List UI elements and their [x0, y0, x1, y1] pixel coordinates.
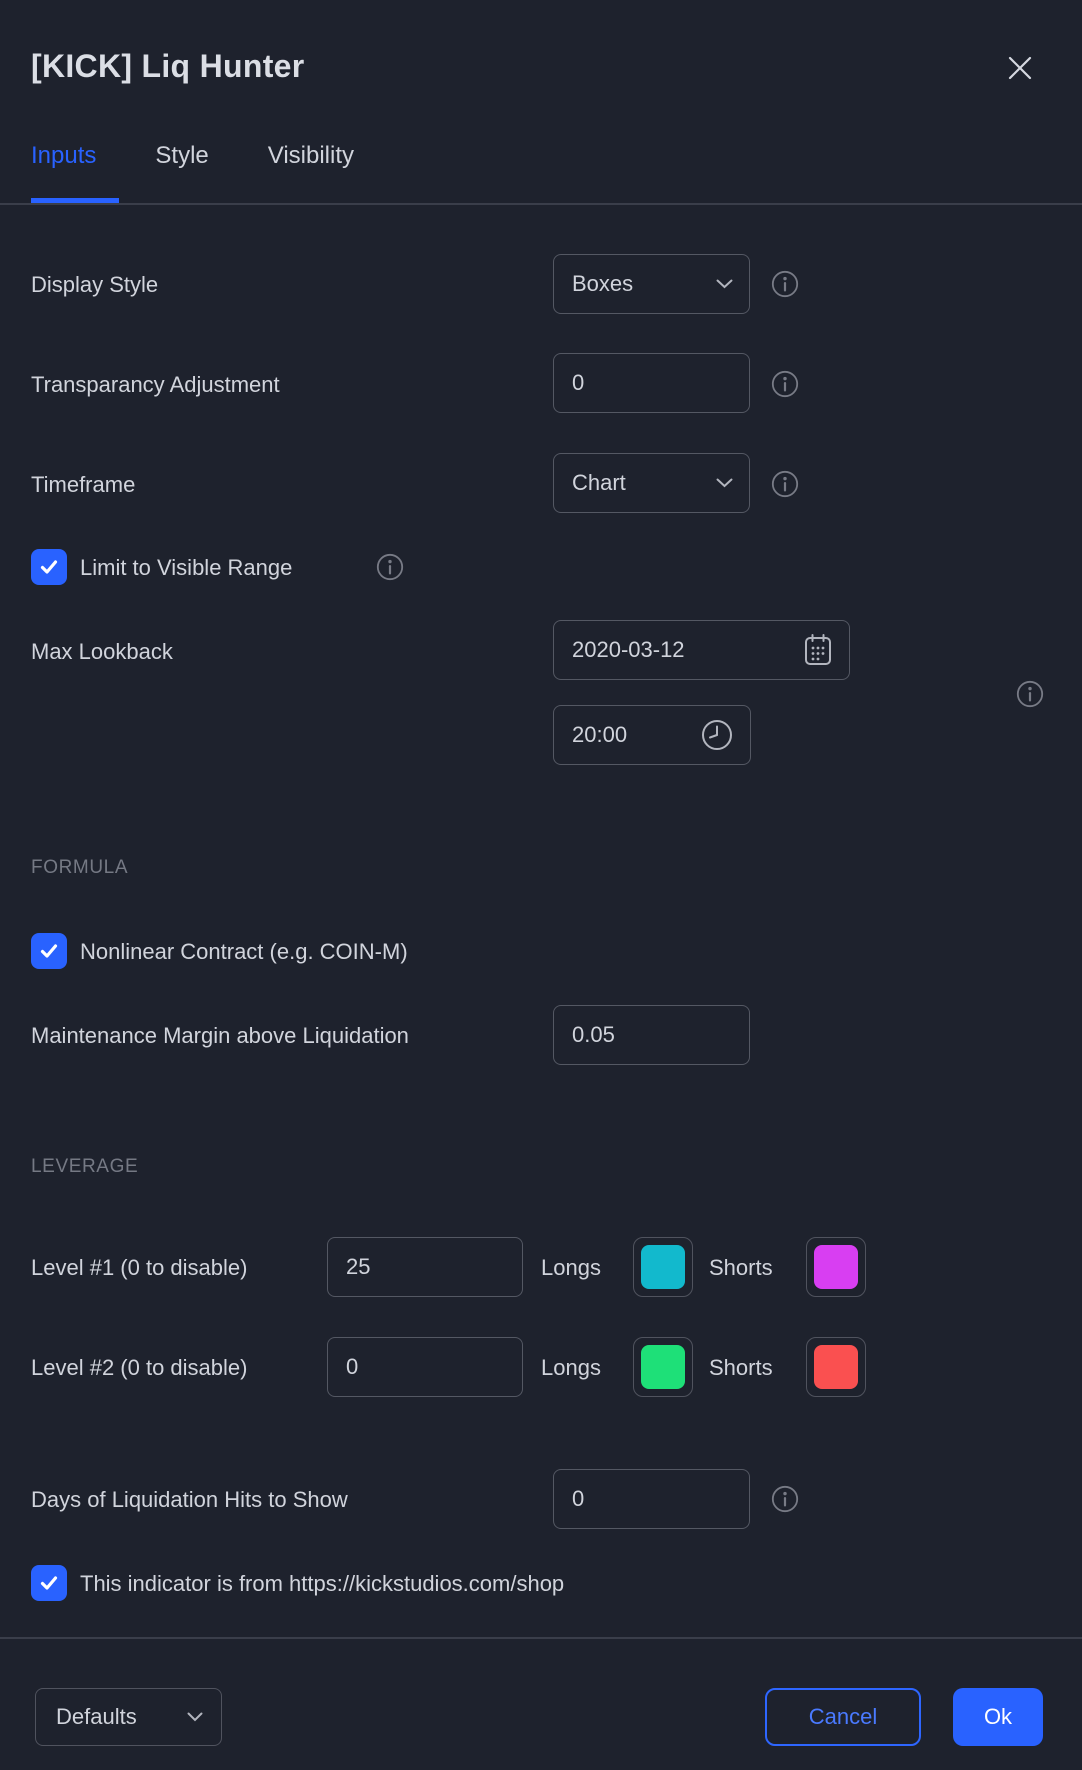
nonlinear-contract-checkbox[interactable]: [31, 933, 67, 969]
days-of-hits-label: Days of Liquidation Hits to Show: [31, 1487, 348, 1512]
days-of-hits-input-box: [553, 1469, 750, 1529]
timeframe-value: Chart: [572, 470, 626, 495]
promo-label: This indicator is from https://kickstudi…: [80, 1571, 565, 1596]
chevron-down-icon: [716, 279, 733, 289]
color-swatch-fill: [814, 1245, 858, 1289]
level2-shorts-color-swatch[interactable]: [806, 1337, 866, 1397]
cancel-button[interactable]: Cancel: [765, 1688, 921, 1746]
ok-button[interactable]: Ok: [953, 1688, 1043, 1746]
clock-icon[interactable]: [700, 718, 734, 752]
dialog-title: [KICK] Liq Hunter: [31, 48, 305, 84]
limit-visible-range-info-icon[interactable]: [376, 553, 404, 581]
display-style-dropdown[interactable]: Boxes: [553, 254, 750, 314]
calendar-icon[interactable]: [803, 633, 833, 667]
timeframe-dropdown[interactable]: Chart: [553, 453, 750, 513]
color-swatch-fill: [641, 1345, 685, 1389]
max-lookback-label: Max Lookback: [31, 639, 173, 664]
tab-visibility[interactable]: Visibility: [267, 142, 354, 169]
level1-longs-color-swatch[interactable]: [633, 1237, 693, 1297]
level2-longs-color-swatch[interactable]: [633, 1337, 693, 1397]
defaults-label: Defaults: [56, 1704, 137, 1729]
level1-input[interactable]: [346, 1254, 506, 1280]
level2-input[interactable]: [346, 1354, 506, 1380]
formula-section-header: FORMULA: [31, 857, 129, 878]
display-style-value: Boxes: [572, 271, 634, 296]
footer-divider: [0, 1637, 1082, 1639]
cancel-label: Cancel: [808, 1704, 878, 1729]
tab-style[interactable]: Style: [155, 142, 209, 169]
checkmark-icon: [38, 940, 60, 962]
level2-label: Level #2 (0 to disable): [31, 1355, 248, 1380]
level2-shorts-label: Shorts: [709, 1355, 773, 1380]
level1-shorts-color-swatch[interactable]: [806, 1237, 866, 1297]
max-lookback-time-box: [553, 705, 751, 765]
level1-label: Level #1 (0 to disable): [31, 1255, 248, 1280]
chevron-down-icon: [716, 478, 733, 488]
leverage-section-header: LEVERAGE: [31, 1156, 139, 1177]
transparency-input-box: [553, 353, 750, 413]
transparency-label: Transparancy Adjustment: [31, 372, 280, 397]
header-divider: [0, 203, 1082, 205]
max-lookback-time-input[interactable]: [572, 722, 692, 748]
close-button[interactable]: [998, 46, 1042, 90]
ok-label: Ok: [983, 1704, 1013, 1729]
checkmark-icon: [38, 556, 60, 578]
nonlinear-contract-label: Nonlinear Contract (e.g. COIN-M): [80, 939, 408, 964]
display-style-info-icon[interactable]: [771, 270, 799, 298]
display-style-label: Display Style: [31, 272, 159, 297]
transparency-info-icon[interactable]: [771, 370, 799, 398]
chevron-down-icon: [187, 1712, 203, 1722]
transparency-input[interactable]: [572, 370, 733, 396]
maintenance-margin-label: Maintenance Margin above Liquidation: [31, 1023, 409, 1048]
max-lookback-date-input[interactable]: [572, 637, 795, 663]
timeframe-info-icon[interactable]: [771, 470, 799, 498]
defaults-dropdown-button[interactable]: Defaults: [35, 1688, 222, 1746]
level1-longs-label: Longs: [541, 1255, 601, 1280]
maintenance-margin-input[interactable]: [572, 1022, 733, 1048]
days-of-hits-input[interactable]: [572, 1486, 733, 1512]
tab-inputs[interactable]: Inputs: [31, 142, 97, 169]
level2-input-box: [327, 1337, 523, 1397]
tab-bar: Inputs Style Visibility: [31, 140, 354, 172]
max-lookback-info-icon[interactable]: [1016, 680, 1044, 708]
color-swatch-fill: [641, 1245, 685, 1289]
max-lookback-date-box: [553, 620, 850, 680]
color-swatch-fill: [814, 1345, 858, 1389]
level1-input-box: [327, 1237, 523, 1297]
active-tab-underline: [31, 198, 119, 203]
level1-shorts-label: Shorts: [709, 1255, 773, 1280]
close-icon: [1004, 52, 1036, 84]
limit-visible-range-checkbox[interactable]: [31, 549, 67, 585]
level2-longs-label: Longs: [541, 1355, 601, 1380]
days-of-hits-info-icon[interactable]: [771, 1485, 799, 1513]
limit-visible-range-label: Limit to Visible Range: [80, 555, 293, 580]
maintenance-margin-input-box: [553, 1005, 750, 1065]
promo-checkbox[interactable]: [31, 1565, 67, 1601]
timeframe-label: Timeframe: [31, 472, 136, 497]
checkmark-icon: [38, 1572, 60, 1594]
